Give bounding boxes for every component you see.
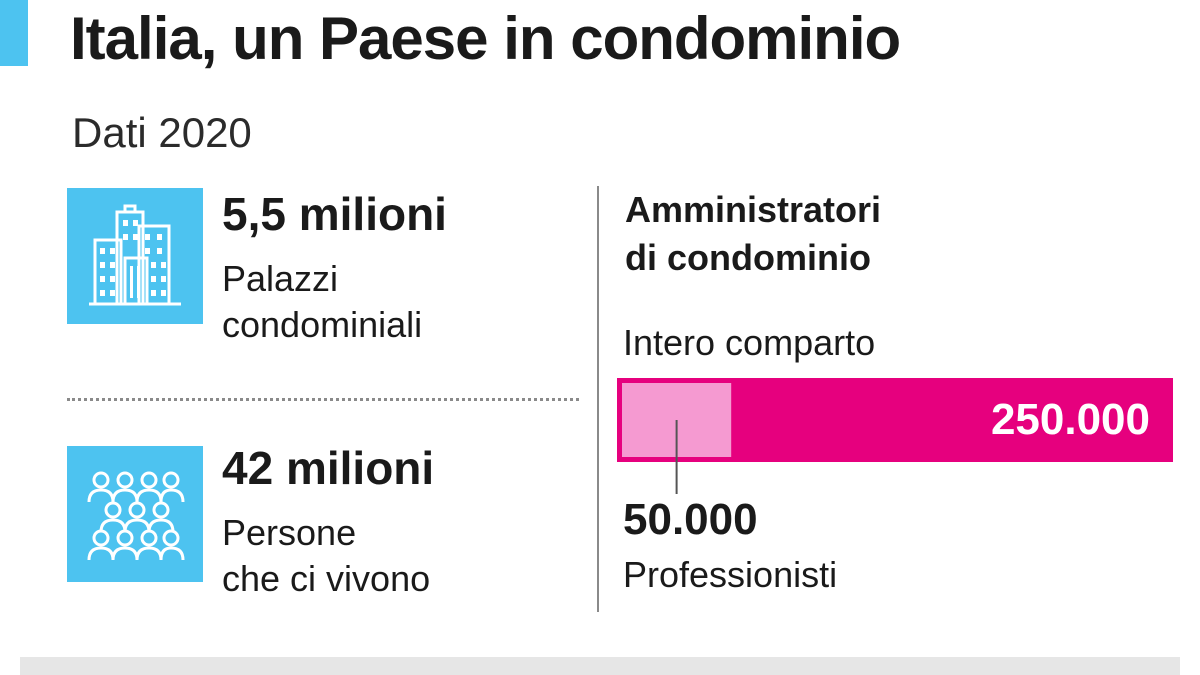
section-divider <box>67 398 579 401</box>
footer-band <box>20 657 1180 675</box>
stat-label-people: Persone che ci vivono <box>222 512 431 599</box>
page-subtitle: Dati 2020 <box>72 109 252 156</box>
people-icon-box <box>67 446 203 582</box>
bar-total-label: 250.000 <box>990 395 1150 444</box>
buildings-icon-box <box>67 188 203 324</box>
bar-chart <box>617 378 1173 494</box>
title-accent-bar <box>0 0 28 66</box>
page-title: Italia, un Paese in condominio <box>70 5 901 72</box>
stat-value-people: 42 milioni <box>222 442 435 494</box>
panel-heading: Amministratori di condominio <box>625 189 882 278</box>
stat-value-buildings: 5,5 milioni <box>222 188 447 240</box>
bar-caption: Intero comparto <box>623 322 876 363</box>
stat-label-buildings: Palazzi condominiali <box>222 258 423 345</box>
column-divider <box>597 186 599 612</box>
bar-professionisti-label: Professionisti <box>623 554 838 595</box>
people-group-icon <box>87 471 185 561</box>
buildings-icon <box>89 204 181 306</box>
bar-professionisti-value: 50.000 <box>623 495 758 544</box>
